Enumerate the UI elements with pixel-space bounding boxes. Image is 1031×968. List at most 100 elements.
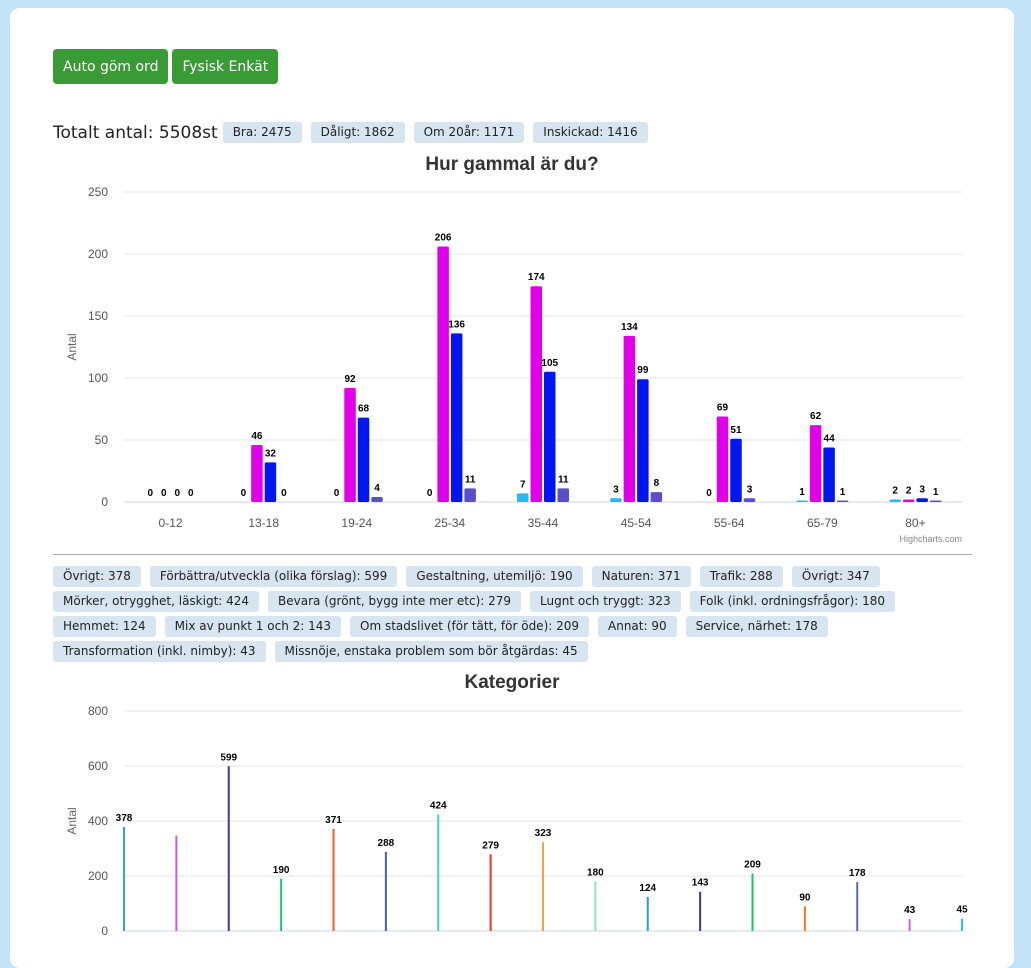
bar xyxy=(823,447,835,502)
y-axis-title: Antal xyxy=(65,333,79,360)
data-label: 174 xyxy=(528,272,545,283)
y-tick-label: 0 xyxy=(101,924,108,938)
data-label: 288 xyxy=(378,838,395,849)
data-label: 1 xyxy=(799,487,805,498)
bar xyxy=(357,417,370,502)
bar xyxy=(264,462,277,502)
data-label: 90 xyxy=(799,892,811,903)
data-label: 178 xyxy=(849,868,866,879)
bar xyxy=(251,444,263,502)
x-tick-label: 45-54 xyxy=(621,516,652,530)
category-badge: Mix av punkt 1 och 2: 143 xyxy=(164,616,342,637)
bar xyxy=(489,854,492,931)
data-label: 46 xyxy=(251,431,263,442)
data-label: 0 xyxy=(188,488,194,499)
stat-badge-good: Bra: 2475 xyxy=(222,122,302,143)
data-label: 206 xyxy=(435,233,452,244)
stat-badge-submitted: Inskickad: 1416 xyxy=(533,122,648,143)
bar xyxy=(530,286,542,502)
summary-row: Totalt antal: 5508st Bra: 2475 Dåligt: 1… xyxy=(53,122,657,143)
section-divider xyxy=(53,554,972,555)
bar xyxy=(916,498,928,502)
category-badge: Service, närhet: 178 xyxy=(685,616,828,637)
category-badge: Annat: 90 xyxy=(598,616,677,637)
data-label: 7 xyxy=(520,479,526,490)
category-chart-title: Kategorier xyxy=(464,672,560,693)
data-label: 136 xyxy=(448,319,465,330)
bar xyxy=(557,488,569,502)
y-tick-label: 800 xyxy=(88,704,108,718)
bar xyxy=(384,851,387,931)
data-label: 143 xyxy=(692,878,709,889)
bar xyxy=(610,498,622,502)
category-badge: Övrigt: 347 xyxy=(791,566,880,587)
bar xyxy=(889,499,901,502)
bar xyxy=(699,891,702,931)
bar xyxy=(344,387,356,502)
data-label: 124 xyxy=(639,883,656,894)
category-badge: Förbättra/utveckla (olika förslag): 599 xyxy=(149,566,398,587)
bar xyxy=(961,918,963,931)
category-badge: Trafik: 288 xyxy=(699,566,783,587)
data-label: 3 xyxy=(747,484,753,495)
data-label: 0 xyxy=(148,488,154,499)
data-label: 2 xyxy=(906,486,912,497)
bar xyxy=(123,827,125,931)
y-tick-label: 150 xyxy=(88,309,108,323)
x-tick-label: 19-24 xyxy=(341,516,372,530)
category-badge: Mörker, otrygghet, läskigt: 424 xyxy=(53,591,260,612)
y-axis-title: Antal xyxy=(65,807,79,834)
data-label: 599 xyxy=(220,752,237,763)
data-label: 4 xyxy=(374,483,380,494)
stat-badge-20-years: Om 20år: 1171 xyxy=(413,122,525,143)
data-label: 0 xyxy=(161,488,167,499)
x-tick-label: 55-64 xyxy=(714,516,745,530)
data-label: 134 xyxy=(621,322,638,333)
category-badge: Folk (inkl. ordningsfrågor): 180 xyxy=(689,591,896,612)
data-label: 371 xyxy=(325,815,342,826)
data-label: 0 xyxy=(281,488,287,499)
x-tick-label: 25-34 xyxy=(435,516,466,530)
data-label: 424 xyxy=(430,800,447,811)
auto-hide-words-button[interactable]: Auto göm ord xyxy=(53,49,169,84)
category-badge: Gestaltning, utemiljö: 190 xyxy=(406,566,583,587)
total-count: Totalt antal: 5508st xyxy=(53,122,218,143)
y-tick-label: 100 xyxy=(88,371,108,385)
data-label: 43 xyxy=(904,905,916,916)
category-chart: 0 200 400 600 800 Antal 378 599 190 371 288 424 279 3… xyxy=(65,704,968,938)
category-badge: Transformation (inkl. nimby): 43 xyxy=(53,641,266,662)
physical-survey-button[interactable]: Fysisk Enkät xyxy=(172,49,279,84)
data-label: 190 xyxy=(273,865,290,876)
data-label: 0 xyxy=(175,488,181,499)
category-badge: Övrigt: 378 xyxy=(53,566,141,587)
data-label: 105 xyxy=(541,358,558,369)
bar xyxy=(517,493,529,502)
x-tick-label: 0-12 xyxy=(159,516,183,530)
bar xyxy=(929,500,942,502)
age-chart-title: Hur gammal är du? xyxy=(425,154,599,175)
data-label: 51 xyxy=(730,425,742,436)
data-label: 1 xyxy=(840,487,846,498)
bar xyxy=(856,882,859,931)
bar xyxy=(332,828,335,931)
bar xyxy=(450,333,463,502)
data-label: 62 xyxy=(810,411,822,422)
data-label: 0 xyxy=(334,488,340,499)
bar xyxy=(464,488,476,502)
y-tick-label: 600 xyxy=(88,759,108,773)
bar xyxy=(751,873,754,931)
data-label: 3 xyxy=(613,484,619,495)
y-tick-label: 200 xyxy=(88,869,108,883)
bar xyxy=(280,878,283,931)
credits-label: Highcharts.com xyxy=(899,534,962,544)
category-badge: Om stadslivet (för tätt, för öde): 209 xyxy=(350,616,590,637)
bar xyxy=(716,416,729,502)
data-label: 68 xyxy=(358,404,370,415)
bar xyxy=(650,492,663,502)
data-label: 3 xyxy=(919,484,925,495)
category-badges: Övrigt: 378 Förbättra/utveckla (olika för… xyxy=(53,565,983,665)
x-tick-label: 13-18 xyxy=(248,516,279,530)
data-label: 32 xyxy=(265,448,277,459)
bar xyxy=(542,842,544,931)
bar xyxy=(437,246,449,502)
